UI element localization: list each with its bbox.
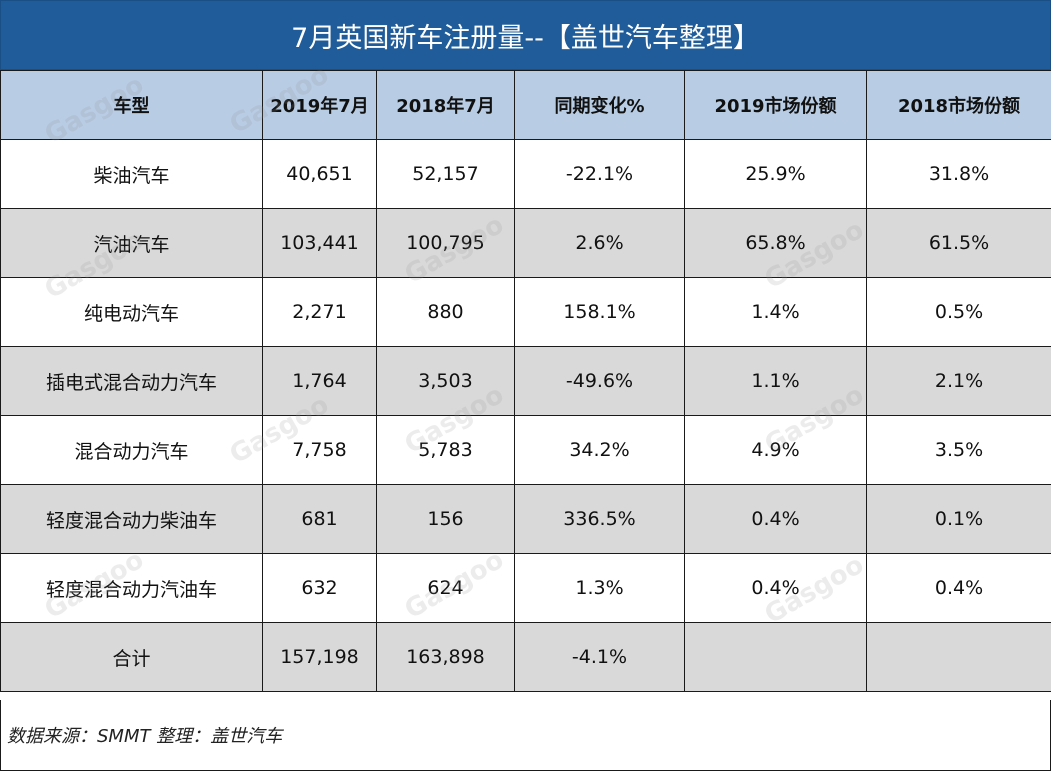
- table-cell: 632: [262, 553, 377, 623]
- column-header: 2018市场份额: [866, 70, 1051, 140]
- source-note: 数据来源：SMMT 整理：盖世汽车: [0, 700, 1051, 771]
- table-cell: 1.1%: [684, 346, 867, 416]
- table-cell: 1,764: [262, 346, 377, 416]
- table-cell: 0.4%: [684, 484, 867, 554]
- table-cell: [866, 622, 1051, 692]
- table-cell: 0.1%: [866, 484, 1051, 554]
- table-cell: -49.6%: [514, 346, 685, 416]
- table-cell: 3,503: [376, 346, 515, 416]
- table-cell: 158.1%: [514, 277, 685, 347]
- table-cell: 1.4%: [684, 277, 867, 347]
- column-header: 车型: [0, 70, 263, 140]
- table-cell: 52,157: [376, 139, 515, 209]
- table-cell: 1.3%: [514, 553, 685, 623]
- table-title: 7月英国新车注册量--【盖世汽车整理】: [0, 0, 1051, 70]
- table-header-row: 车型 2019年7月 2018年7月 同期变化% 2019市场份额 2018市场…: [0, 70, 1051, 140]
- vehicle-type-cell: 混合动力汽车: [0, 415, 263, 485]
- table-cell: 163,898: [376, 622, 515, 692]
- table-cell: 3.5%: [866, 415, 1051, 485]
- vehicle-type-cell: 纯电动汽车: [0, 277, 263, 347]
- vehicle-type-cell: 轻度混合动力柴油车: [0, 484, 263, 554]
- total-label-cell: 合计: [0, 622, 263, 692]
- table-cell: -22.1%: [514, 139, 685, 209]
- table-row: 轻度混合动力柴油车 681 156 336.5% 0.4% 0.1%: [0, 484, 1051, 554]
- table-cell: 25.9%: [684, 139, 867, 209]
- table-cell: 5,783: [376, 415, 515, 485]
- table-cell: 31.8%: [866, 139, 1051, 209]
- title-text: 7月英国新车注册量--【盖世汽车整理】: [291, 22, 760, 54]
- table-cell: 681: [262, 484, 377, 554]
- table-cell: 2,271: [262, 277, 377, 347]
- vehicle-type-cell: 插电式混合动力汽车: [0, 346, 263, 416]
- table-cell: 7,758: [262, 415, 377, 485]
- registration-table: 车型 2019年7月 2018年7月 同期变化% 2019市场份额 2018市场…: [0, 70, 1051, 692]
- vehicle-type-cell: 柴油汽车: [0, 139, 263, 209]
- table-cell: 40,651: [262, 139, 377, 209]
- table-cell: 4.9%: [684, 415, 867, 485]
- column-header: 同期变化%: [514, 70, 685, 140]
- table-cell: 624: [376, 553, 515, 623]
- table-cell: 0.4%: [866, 553, 1051, 623]
- table-cell: 2.6%: [514, 208, 685, 278]
- table-cell: 103,441: [262, 208, 377, 278]
- table-row: 混合动力汽车 7,758 5,783 34.2% 4.9% 3.5%: [0, 415, 1051, 485]
- column-header: 2018年7月: [376, 70, 515, 140]
- table-row: 插电式混合动力汽车 1,764 3,503 -49.6% 1.1% 2.1%: [0, 346, 1051, 416]
- table-row: 柴油汽车 40,651 52,157 -22.1% 25.9% 31.8%: [0, 139, 1051, 209]
- table-cell: 157,198: [262, 622, 377, 692]
- column-header: 2019市场份额: [684, 70, 867, 140]
- table-cell: -4.1%: [514, 622, 685, 692]
- column-header: 2019年7月: [262, 70, 377, 140]
- vehicle-type-cell: 汽油汽车: [0, 208, 263, 278]
- table-cell: 156: [376, 484, 515, 554]
- table-row: 纯电动汽车 2,271 880 158.1% 1.4% 0.5%: [0, 277, 1051, 347]
- table-total-row: 合计 157,198 163,898 -4.1%: [0, 622, 1051, 692]
- table-cell: 100,795: [376, 208, 515, 278]
- table-cell: 2.1%: [866, 346, 1051, 416]
- table-cell: 880: [376, 277, 515, 347]
- vehicle-type-cell: 轻度混合动力汽油车: [0, 553, 263, 623]
- table-cell: 336.5%: [514, 484, 685, 554]
- table-cell: 0.5%: [866, 277, 1051, 347]
- table-cell: 65.8%: [684, 208, 867, 278]
- table-row: 轻度混合动力汽油车 632 624 1.3% 0.4% 0.4%: [0, 553, 1051, 623]
- source-text: 数据来源：SMMT 整理：盖世汽车: [7, 726, 283, 747]
- table-cell: 61.5%: [866, 208, 1051, 278]
- table-cell: [684, 622, 867, 692]
- table-cell: 34.2%: [514, 415, 685, 485]
- table-cell: 0.4%: [684, 553, 867, 623]
- table-row: 汽油汽车 103,441 100,795 2.6% 65.8% 61.5%: [0, 208, 1051, 278]
